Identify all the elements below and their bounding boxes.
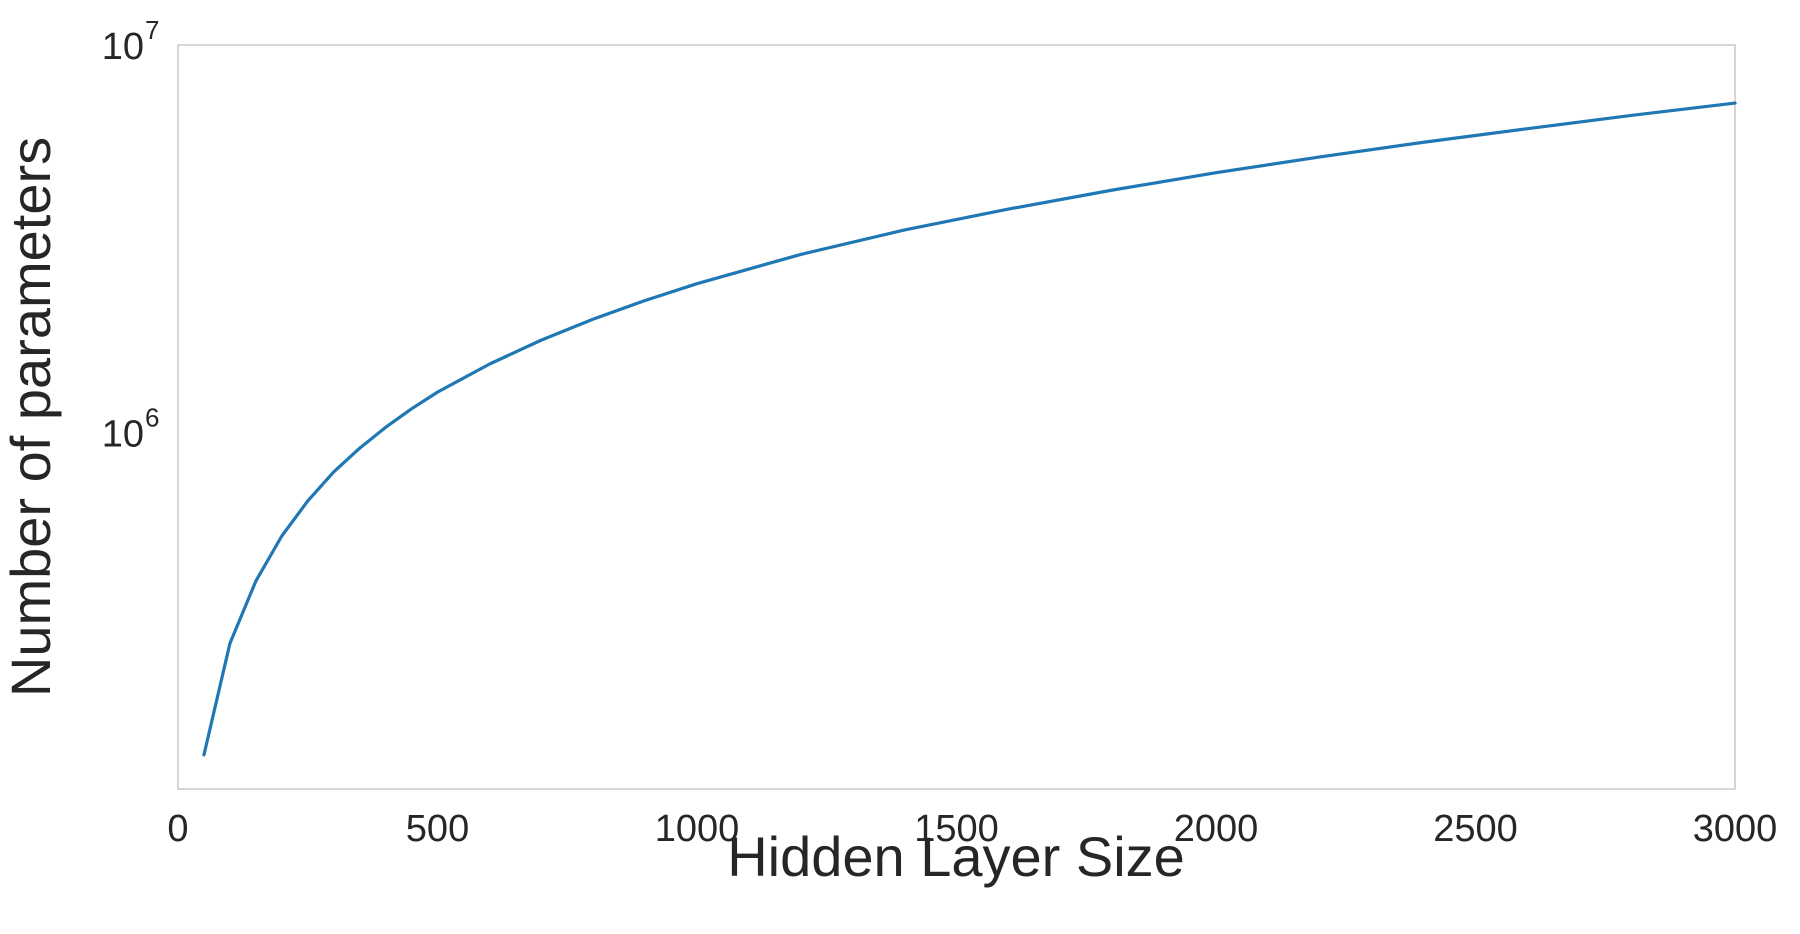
x-tick-label: 500 — [406, 808, 469, 850]
series-line — [202, 101, 1737, 757]
x-tick-label: 0 — [167, 808, 188, 850]
x-axis-label: Hidden Layer Size — [727, 825, 1185, 888]
x-tick-labels: 0 500 1000 1500 2000 2500 3000 — [167, 808, 1777, 850]
y-tick-label: 10 — [102, 413, 144, 455]
y-tick-exponent: 6 — [145, 402, 159, 432]
x-tick-label: 1500 — [914, 808, 999, 850]
y-tick-exponent: 7 — [145, 15, 159, 45]
plot-frame — [177, 44, 1736, 790]
y-tick-label: 10 — [102, 26, 144, 68]
y-axis-label: Number of parameters — [0, 137, 62, 697]
x-tick-label: 2500 — [1433, 808, 1518, 850]
x-tick-label: 1000 — [655, 808, 740, 850]
x-tick-label: 2000 — [1174, 808, 1259, 850]
x-tick-label: 3000 — [1693, 808, 1778, 850]
series-layer — [202, 101, 1737, 757]
